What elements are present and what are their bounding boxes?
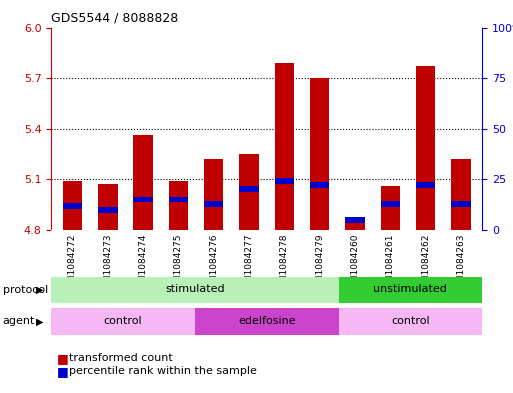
Text: GSM1084263: GSM1084263 [457, 233, 465, 294]
Text: GSM1084261: GSM1084261 [386, 233, 395, 294]
Bar [169, 181, 188, 230]
Text: ▶: ▶ [36, 316, 44, 327]
Text: GSM1084274: GSM1084274 [139, 233, 148, 294]
Bar [204, 201, 224, 207]
Text: ■: ■ [56, 365, 68, 378]
Bar [169, 196, 188, 202]
Bar [240, 154, 259, 230]
Bar [381, 186, 400, 230]
Text: GDS5544 / 8088828: GDS5544 / 8088828 [51, 12, 179, 25]
Text: control: control [104, 316, 143, 326]
Text: GSM1084277: GSM1084277 [245, 233, 253, 294]
Bar [451, 201, 471, 207]
Bar [133, 136, 153, 230]
Bar [63, 203, 82, 209]
Bar [274, 63, 294, 230]
Bar [98, 184, 117, 230]
Text: ■: ■ [56, 352, 68, 365]
Bar [274, 178, 294, 184]
Text: control: control [391, 316, 430, 326]
Bar [345, 217, 365, 223]
Text: stimulated: stimulated [165, 284, 225, 294]
FancyBboxPatch shape [51, 308, 195, 334]
Bar [133, 196, 153, 202]
Text: ▶: ▶ [36, 285, 44, 295]
Text: GSM1084273: GSM1084273 [103, 233, 112, 294]
Bar [204, 159, 224, 230]
Text: GSM1084279: GSM1084279 [315, 233, 324, 294]
Bar [451, 159, 471, 230]
FancyBboxPatch shape [51, 277, 339, 303]
Bar [63, 181, 82, 230]
Bar [381, 201, 400, 207]
Bar [310, 78, 329, 230]
Text: GSM1084275: GSM1084275 [174, 233, 183, 294]
Bar [416, 66, 436, 230]
FancyBboxPatch shape [195, 308, 339, 334]
Text: GSM1084272: GSM1084272 [68, 233, 77, 294]
Bar [310, 182, 329, 188]
Bar [98, 207, 117, 213]
Text: edelfosine: edelfosine [238, 316, 295, 326]
Text: GSM1084276: GSM1084276 [209, 233, 218, 294]
Bar [345, 223, 365, 230]
Text: percentile rank within the sample: percentile rank within the sample [69, 366, 257, 376]
FancyBboxPatch shape [339, 308, 482, 334]
Bar [416, 182, 436, 188]
Text: protocol: protocol [3, 285, 48, 295]
Text: GSM1084260: GSM1084260 [350, 233, 360, 294]
Bar [240, 186, 259, 193]
FancyBboxPatch shape [339, 277, 482, 303]
Text: unstimulated: unstimulated [373, 284, 447, 294]
Text: agent: agent [3, 316, 35, 327]
Text: GSM1084262: GSM1084262 [421, 233, 430, 294]
Text: transformed count: transformed count [69, 353, 173, 364]
Text: GSM1084278: GSM1084278 [280, 233, 289, 294]
